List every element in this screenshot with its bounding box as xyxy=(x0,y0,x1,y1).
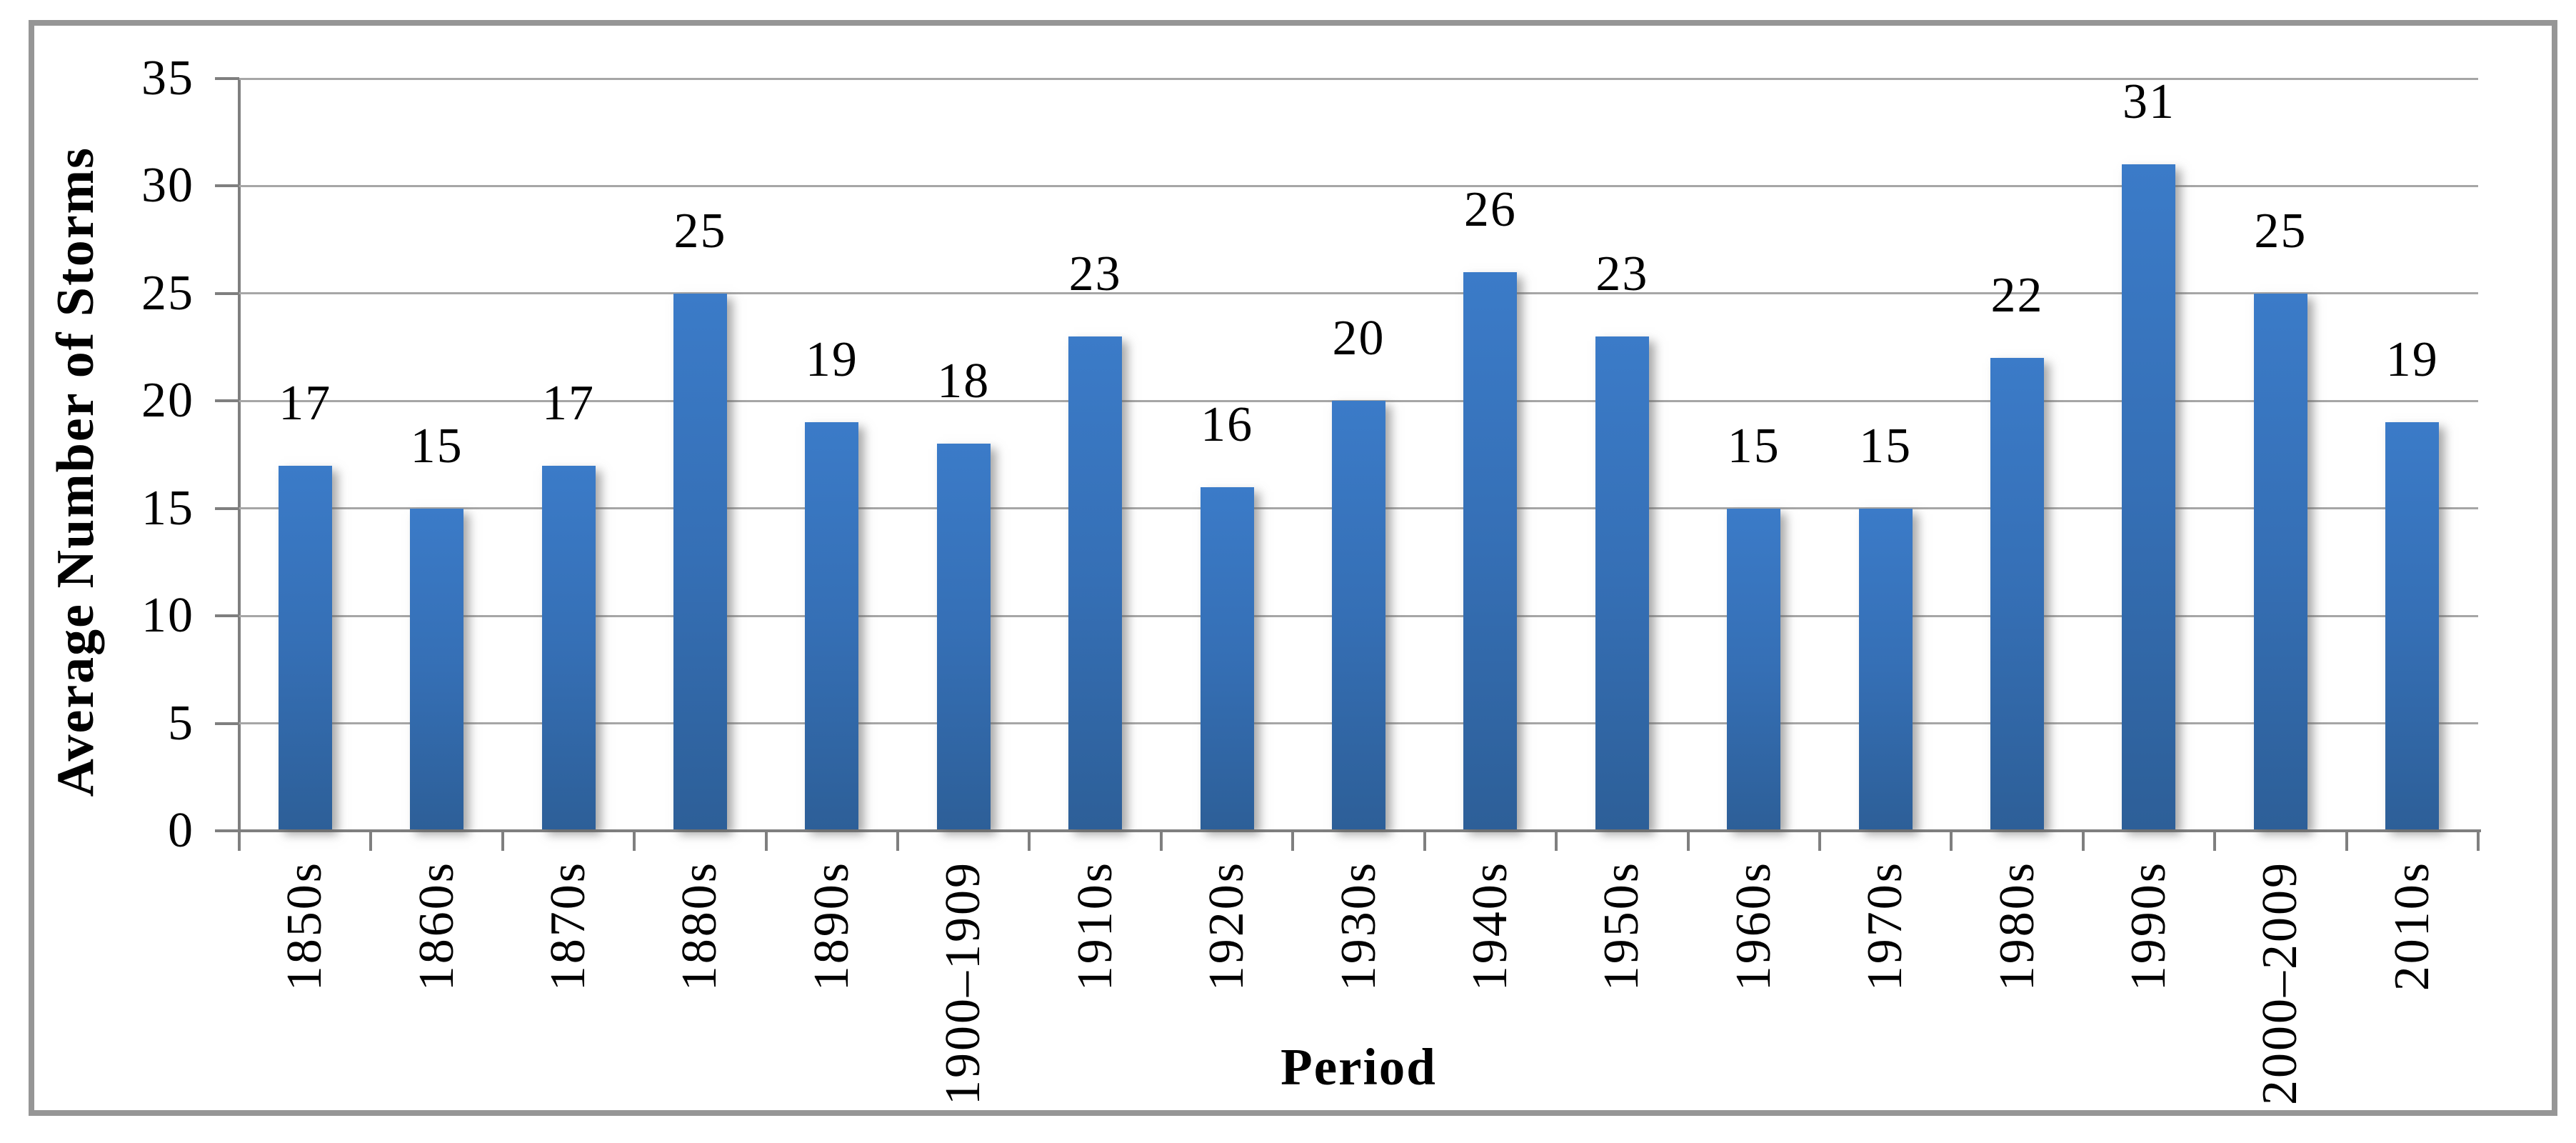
x-axis-tick xyxy=(896,832,900,851)
bar-value-label: 23 xyxy=(1595,246,1649,302)
x-axis-tick xyxy=(2213,832,2217,851)
x-tick-label: 1990s xyxy=(2120,861,2176,992)
y-axis-tick xyxy=(215,291,239,295)
x-tick-label: 1860s xyxy=(409,861,464,992)
bar-value-label: 15 xyxy=(1727,418,1780,474)
x-axis-tick xyxy=(369,832,373,851)
bar-value-label: 31 xyxy=(2122,74,2175,130)
x-axis-title: Period xyxy=(1281,1038,1437,1096)
bar-value-label: 26 xyxy=(1463,181,1517,237)
bar-value-label: 18 xyxy=(937,354,991,409)
x-tick-label: 1940s xyxy=(1462,861,1518,992)
bar xyxy=(2122,164,2176,829)
bar xyxy=(2253,293,2307,829)
y-axis-tick xyxy=(215,614,239,618)
bar-value-label: 22 xyxy=(1990,268,2044,324)
bar xyxy=(805,422,859,829)
y-tick-label: 0 xyxy=(168,803,194,858)
x-axis-tick xyxy=(1159,832,1163,851)
bar xyxy=(1332,401,1385,829)
bar xyxy=(1595,336,1649,829)
gridline xyxy=(239,184,2478,187)
x-tick-label: 2000–2009 xyxy=(2252,861,2308,1105)
bar-value-label: 19 xyxy=(805,332,858,388)
y-tick-label: 10 xyxy=(141,588,194,644)
bar xyxy=(278,465,332,829)
y-tick-label: 5 xyxy=(168,695,194,751)
bar xyxy=(1463,271,1518,829)
bar xyxy=(2385,422,2440,829)
x-axis-tick xyxy=(2345,832,2348,851)
x-tick-label: 1900–1909 xyxy=(936,861,991,1105)
bar-value-label: 16 xyxy=(1201,396,1254,452)
bar xyxy=(1068,336,1123,829)
x-axis-tick xyxy=(2477,832,2480,851)
x-tick-label: 1980s xyxy=(1989,861,2045,992)
x-axis-tick xyxy=(2081,832,2085,851)
y-axis-tick xyxy=(215,722,239,725)
bar-value-label: 17 xyxy=(279,375,332,431)
y-tick-label: 30 xyxy=(141,158,194,214)
bar-value-label: 25 xyxy=(2254,203,2307,259)
bar xyxy=(410,508,464,829)
x-tick-label: 1950s xyxy=(1594,861,1650,992)
x-tick-label: 1890s xyxy=(803,861,859,992)
bar-value-label: 19 xyxy=(2385,332,2439,388)
x-axis-tick xyxy=(1291,832,1295,851)
bar xyxy=(1727,508,1781,829)
x-axis-tick xyxy=(1423,832,1426,851)
x-axis-tick xyxy=(633,832,636,851)
x-axis-tick xyxy=(1028,832,1031,851)
bar xyxy=(541,465,596,829)
y-tick-label: 20 xyxy=(141,373,194,429)
gridline xyxy=(239,292,2478,295)
x-tick-label: 1880s xyxy=(672,861,728,992)
bar-value-label: 25 xyxy=(673,203,727,259)
x-axis-tick xyxy=(764,832,768,851)
x-tick-label: 1970s xyxy=(1858,861,1913,992)
bar-value-label: 15 xyxy=(410,418,463,474)
x-axis-tick xyxy=(1555,832,1558,851)
y-axis-tick xyxy=(215,77,239,80)
bar-value-label: 15 xyxy=(1859,418,1913,474)
bar xyxy=(1200,486,1254,829)
bar xyxy=(936,444,991,829)
bar xyxy=(673,293,727,829)
y-tick-label: 15 xyxy=(141,480,194,536)
y-axis-tick xyxy=(215,829,239,832)
bar-value-label: 23 xyxy=(1068,246,1122,302)
x-tick-label: 1850s xyxy=(277,861,333,992)
y-tick-label: 35 xyxy=(141,51,194,106)
y-axis-tick xyxy=(215,399,239,403)
x-tick-label: 1870s xyxy=(541,861,596,992)
x-axis-tick xyxy=(501,832,504,851)
x-axis-tick xyxy=(1950,832,1953,851)
x-tick-label: 1920s xyxy=(1199,861,1255,992)
y-tick-label: 25 xyxy=(141,265,194,321)
y-axis-tick xyxy=(215,184,239,188)
x-tick-label: 1960s xyxy=(1725,861,1781,992)
bar xyxy=(1858,508,1913,829)
x-axis-tick xyxy=(238,832,241,851)
bar-value-label: 17 xyxy=(542,375,596,431)
bar-value-label: 20 xyxy=(1332,311,1385,366)
x-axis-line xyxy=(239,829,2481,832)
y-axis-tick xyxy=(215,506,239,510)
gridline xyxy=(239,77,2478,80)
x-axis-tick xyxy=(1818,832,1821,851)
y-axis-line xyxy=(238,79,241,832)
x-tick-label: 1930s xyxy=(1330,861,1386,992)
bar xyxy=(1990,358,2045,829)
x-axis-tick xyxy=(1686,832,1690,851)
x-tick-label: 1910s xyxy=(1067,861,1123,992)
x-tick-label: 2010s xyxy=(2384,861,2440,992)
